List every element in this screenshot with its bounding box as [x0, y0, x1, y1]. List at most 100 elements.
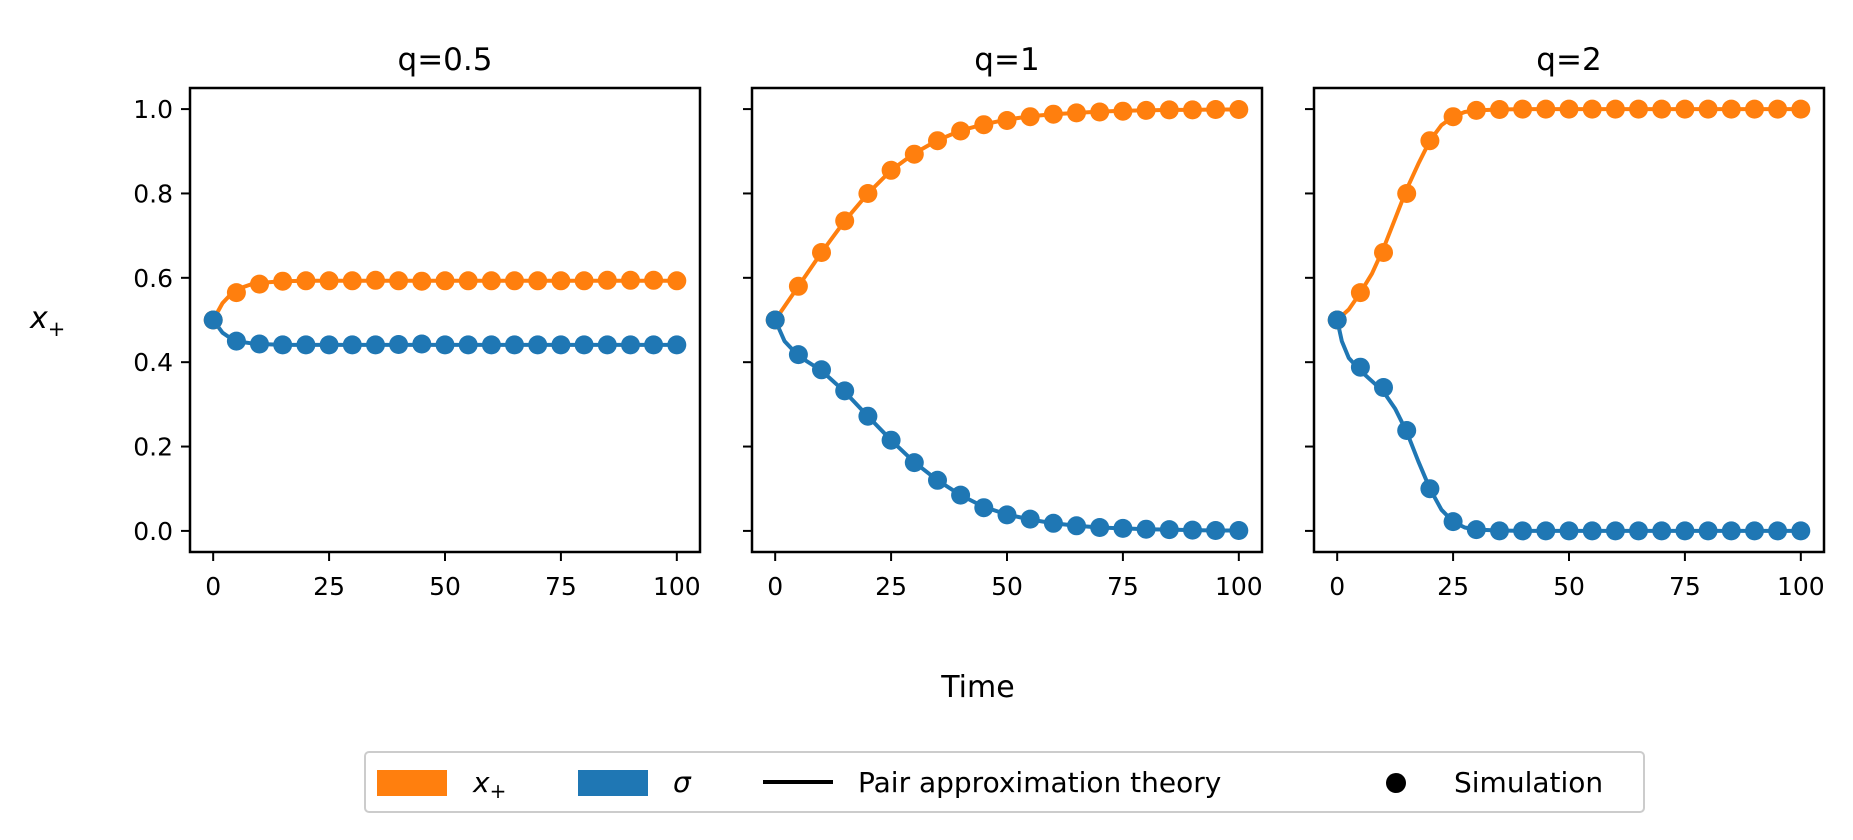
point-x-plus — [342, 271, 362, 291]
point-x-plus — [1229, 100, 1249, 119]
panel-title: q=0.5 — [398, 42, 493, 78]
axes-frame — [750, 86, 1264, 554]
x-tick-label: 75 — [1669, 572, 1701, 601]
point-x-plus — [1466, 100, 1486, 120]
point-sigma — [621, 335, 640, 355]
point-sigma — [1582, 521, 1602, 541]
point-sigma — [904, 453, 924, 473]
legend-marker-simulation — [1386, 773, 1406, 793]
point-sigma — [481, 335, 501, 355]
point-sigma — [974, 498, 994, 518]
legend-patch-sigma — [578, 770, 648, 796]
point-sigma — [1768, 521, 1788, 541]
point-sigma — [997, 505, 1017, 525]
point-sigma — [1698, 521, 1718, 541]
point-x-plus — [1536, 99, 1556, 119]
point-sigma — [574, 335, 594, 355]
point-sigma — [342, 335, 362, 355]
point-sigma — [1745, 521, 1764, 541]
point-x-plus — [1490, 100, 1509, 119]
point-sigma — [319, 335, 339, 355]
panel-title: q=1 — [974, 42, 1039, 78]
point-x-plus — [644, 270, 664, 290]
point-sigma — [1043, 513, 1063, 533]
point-x-plus — [389, 271, 409, 291]
point-x-plus — [667, 271, 687, 291]
point-x-plus — [1791, 99, 1811, 119]
point-sigma — [1536, 521, 1556, 541]
point-x-plus — [551, 271, 571, 291]
point-sigma — [203, 310, 223, 330]
point-x-plus — [1113, 101, 1133, 121]
point-x-plus — [904, 144, 924, 164]
point-sigma — [788, 345, 808, 365]
point-sigma — [1374, 378, 1393, 397]
point-sigma — [389, 335, 409, 354]
point-x-plus — [1768, 99, 1788, 119]
point-x-plus — [412, 271, 432, 291]
point-sigma — [296, 335, 316, 355]
point-sigma — [1327, 310, 1347, 330]
point-sigma — [1113, 518, 1133, 538]
point-x-plus — [1183, 100, 1202, 120]
point-x-plus — [788, 276, 808, 296]
point-x-plus — [928, 131, 947, 151]
point-x-plus — [1350, 283, 1370, 303]
y-axis-label: x+ — [29, 301, 65, 341]
point-x-plus — [435, 271, 455, 291]
point-sigma — [1090, 518, 1110, 537]
point-sigma — [1675, 521, 1695, 541]
point-sigma — [250, 334, 269, 354]
legend-label-theory: Pair approximation theory — [858, 766, 1221, 799]
point-x-plus — [273, 271, 293, 291]
x-tick-label: 0 — [1329, 572, 1345, 601]
y-tick-label: 0.6 — [133, 264, 173, 293]
point-sigma — [858, 406, 878, 426]
point-x-plus — [528, 271, 548, 291]
legend: x+ σ Pair approximation theory Simulatio… — [364, 751, 1645, 813]
point-x-plus — [366, 270, 385, 290]
legend-label-x-plus-base: x — [472, 766, 490, 799]
x-axis-label: Time — [940, 670, 1014, 705]
y-tick-label: 0.2 — [133, 433, 173, 462]
legend-label-simulation: Simulation — [1454, 766, 1603, 799]
point-sigma — [458, 335, 478, 355]
point-sigma — [1490, 521, 1509, 541]
point-sigma — [551, 335, 571, 355]
point-x-plus — [226, 283, 246, 303]
point-sigma — [928, 470, 947, 490]
point-x-plus — [951, 121, 971, 141]
point-sigma — [1397, 421, 1417, 440]
panels: q=0.5 0.0 0.2 0.4 0.6 0.8 1.0 0 25 50 75 100 q=1 0 25 5… — [133, 42, 1826, 601]
point-sigma — [951, 485, 971, 505]
point-x-plus — [1397, 184, 1417, 203]
point-x-plus — [1206, 100, 1226, 119]
point-x-plus — [1067, 103, 1086, 123]
x-tick-label: 100 — [1215, 572, 1263, 601]
point-sigma — [1721, 521, 1741, 541]
point-sigma — [1629, 521, 1648, 541]
point-sigma — [412, 334, 432, 354]
point-x-plus — [1652, 99, 1672, 119]
point-x-plus — [1721, 99, 1741, 119]
point-sigma — [1652, 521, 1672, 541]
point-sigma — [881, 430, 901, 450]
y-tick-label: 0.4 — [133, 348, 173, 377]
panel-2: q=1 0 25 50 75 100 — [743, 42, 1264, 601]
point-x-plus — [319, 271, 339, 291]
x-tick-label: 25 — [875, 572, 907, 601]
point-sigma — [435, 335, 455, 355]
point-x-plus — [1698, 99, 1718, 119]
x-tick-label: 75 — [1107, 572, 1139, 601]
legend-frame — [364, 751, 1645, 813]
point-sigma — [597, 335, 617, 355]
point-x-plus — [1629, 99, 1648, 119]
series-line-sigma — [773, 319, 1239, 533]
point-sigma — [1559, 521, 1579, 541]
point-x-plus — [997, 111, 1017, 130]
point-x-plus — [1374, 243, 1393, 262]
point-sigma — [273, 335, 293, 355]
x-tick-label: 25 — [313, 572, 345, 601]
point-sigma — [1159, 520, 1179, 540]
point-sigma — [1791, 521, 1811, 541]
